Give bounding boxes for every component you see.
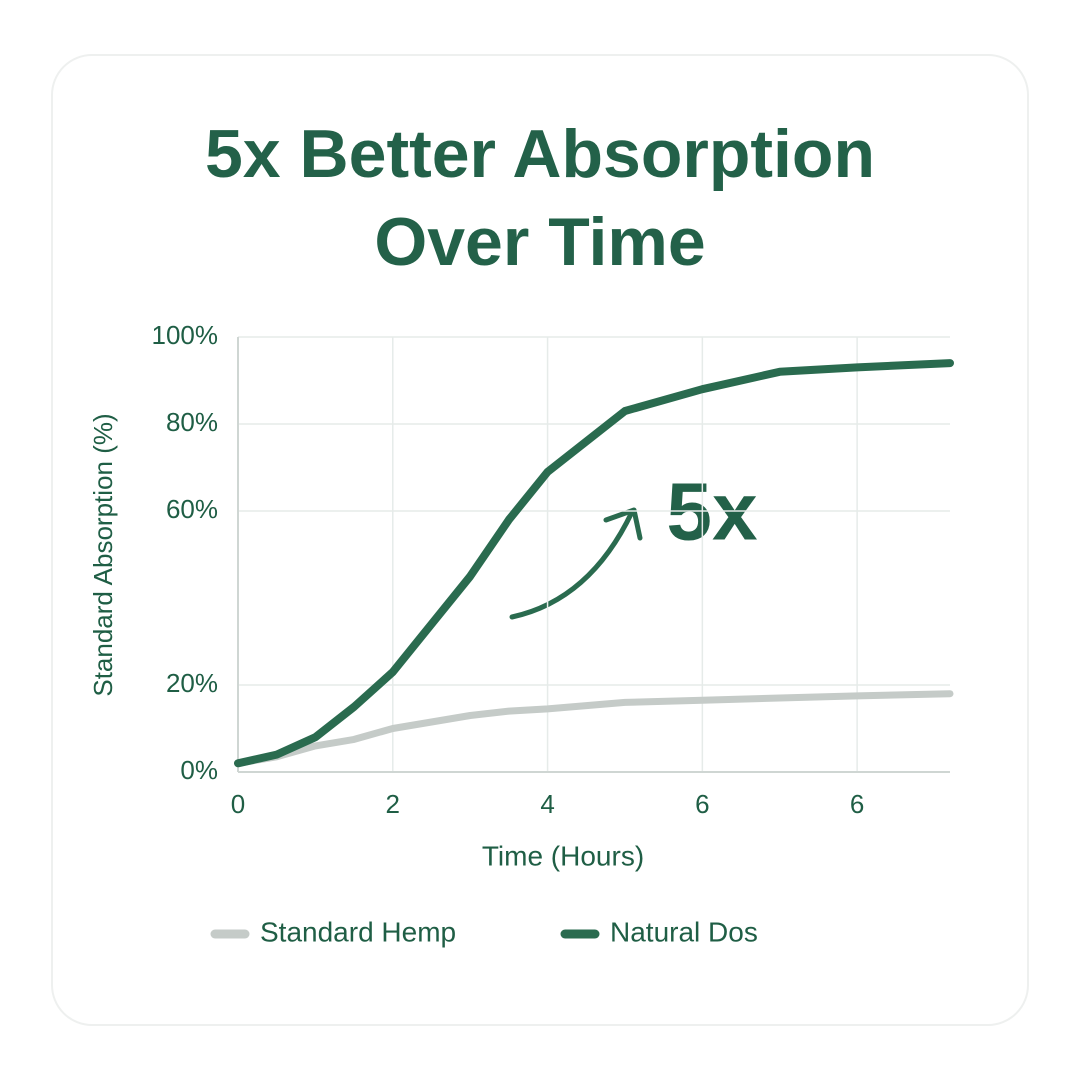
y-tick-label: 100%: [152, 320, 219, 350]
legend-label: Natural Dos: [610, 916, 758, 947]
card: [51, 54, 1029, 1026]
y-axis-label: Standard Absorption (%): [88, 413, 118, 696]
data-line: [234, 359, 954, 768]
legend-label: Standard Hemp: [260, 916, 456, 947]
y-tick-label: 0%: [180, 755, 218, 785]
x-tick-label: 2: [386, 789, 400, 819]
annotation-arrow: [509, 509, 635, 620]
y-tick-label: 60%: [166, 494, 218, 524]
x-tick-label: 4: [540, 789, 554, 819]
data-line: [234, 690, 954, 767]
y-tick-label: 80%: [166, 407, 218, 437]
chart-title: 5x Better Absorption Over Time: [204, 116, 875, 280]
x-axis-label: Time (Hours): [482, 840, 644, 871]
annotation-arrowhead: [603, 507, 643, 541]
y-tick-label: 20%: [166, 668, 218, 698]
x-tick-label: 6: [850, 789, 864, 819]
x-tick-label: 0: [231, 789, 245, 819]
x-tick-label: 6: [695, 789, 709, 819]
annotation: 5x: [666, 467, 757, 558]
